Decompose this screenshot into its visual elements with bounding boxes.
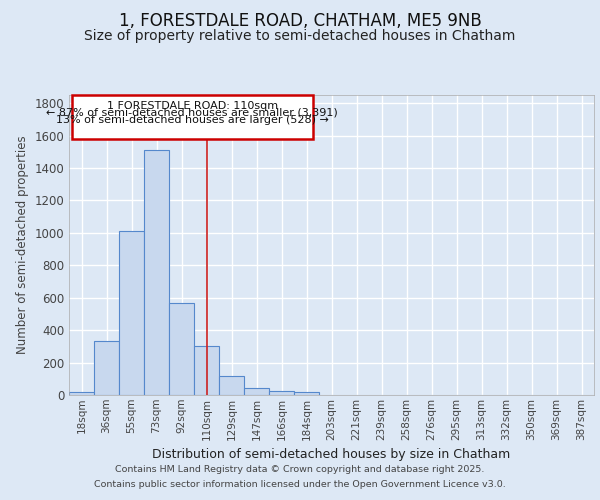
Bar <box>119 231 144 395</box>
Text: ← 87% of semi-detached houses are smaller (3,391): ← 87% of semi-detached houses are smalle… <box>47 108 338 118</box>
Text: 1 FORESTDALE ROAD: 110sqm: 1 FORESTDALE ROAD: 110sqm <box>107 101 278 111</box>
Bar <box>194 346 219 395</box>
Y-axis label: Number of semi-detached properties: Number of semi-detached properties <box>16 136 29 354</box>
Text: Contains public sector information licensed under the Open Government Licence v3: Contains public sector information licen… <box>94 480 506 489</box>
Bar <box>219 376 244 395</box>
FancyBboxPatch shape <box>71 95 313 138</box>
Bar <box>294 392 319 395</box>
Bar <box>269 391 294 395</box>
Text: 13% of semi-detached houses are larger (528) →: 13% of semi-detached houses are larger (… <box>56 116 329 126</box>
Text: Contains HM Land Registry data © Crown copyright and database right 2025.: Contains HM Land Registry data © Crown c… <box>115 465 485 474</box>
Bar <box>244 388 269 395</box>
Bar <box>169 302 194 395</box>
Text: Size of property relative to semi-detached houses in Chatham: Size of property relative to semi-detach… <box>85 29 515 43</box>
Text: 1, FORESTDALE ROAD, CHATHAM, ME5 9NB: 1, FORESTDALE ROAD, CHATHAM, ME5 9NB <box>119 12 481 30</box>
Bar <box>69 392 94 395</box>
Bar <box>144 150 169 395</box>
Bar <box>94 340 119 395</box>
X-axis label: Distribution of semi-detached houses by size in Chatham: Distribution of semi-detached houses by … <box>152 448 511 461</box>
